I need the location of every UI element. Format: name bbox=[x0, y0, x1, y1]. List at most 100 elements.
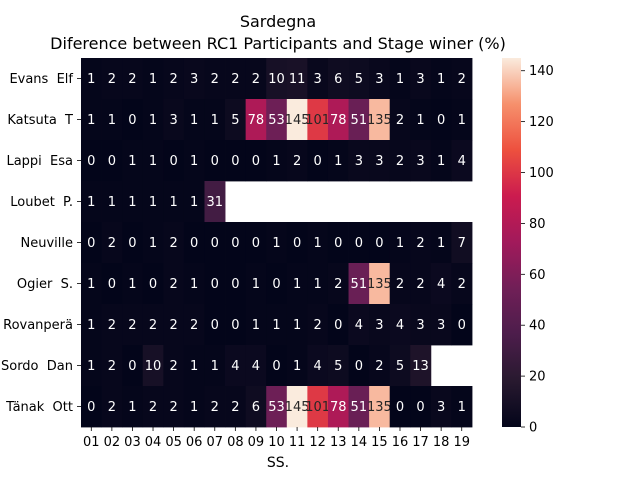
heatmap-cell bbox=[307, 222, 329, 264]
cell-value-label: 135 bbox=[367, 113, 392, 128]
cell-value-label: 1 bbox=[396, 236, 404, 251]
heatmap-cell bbox=[348, 222, 370, 264]
heatmap-cell bbox=[163, 345, 185, 387]
cell-value-label: 1 bbox=[190, 359, 198, 374]
cell-value-label: 1 bbox=[108, 113, 116, 128]
x-tick-label: 19 bbox=[453, 435, 470, 450]
heatmap-cell bbox=[410, 345, 432, 387]
x-axis-label: SS. bbox=[267, 455, 289, 471]
heatmap-cell bbox=[307, 304, 329, 346]
heatmap-cell bbox=[430, 58, 452, 100]
cell-value-label: 1 bbox=[252, 277, 260, 292]
y-tick-label: Ogier S. bbox=[17, 277, 73, 292]
cell-value-label: 53 bbox=[268, 400, 285, 415]
heatmap-cell bbox=[101, 263, 123, 305]
heatmap-cell bbox=[410, 140, 432, 182]
heatmap-cell bbox=[101, 181, 123, 223]
heatmap-cell bbox=[389, 263, 411, 305]
heatmap-cell bbox=[266, 386, 288, 428]
heatmap-cell bbox=[430, 222, 452, 264]
heatmap-cell bbox=[348, 386, 370, 428]
cell-value-label: 10 bbox=[145, 359, 162, 374]
heatmap-cell bbox=[245, 99, 267, 141]
heatmap-cell bbox=[122, 140, 144, 182]
cell-value-label: 1 bbox=[128, 277, 136, 292]
cell-value-label: 0 bbox=[355, 359, 363, 374]
cell-value-label: 1 bbox=[334, 154, 342, 169]
heatmap-cell bbox=[430, 263, 452, 305]
heatmap-cell bbox=[142, 345, 164, 387]
cell-value-label: 1 bbox=[437, 236, 445, 251]
heatmap-cell bbox=[225, 99, 247, 141]
cell-value-label: 2 bbox=[458, 277, 466, 292]
cell-value-label: 1 bbox=[314, 236, 322, 251]
heatmap-cell bbox=[183, 140, 205, 182]
heatmap-cell bbox=[348, 304, 370, 346]
heatmap-cell bbox=[204, 58, 226, 100]
cell-value-label: 2 bbox=[314, 318, 322, 333]
cell-value-label: 0 bbox=[314, 154, 322, 169]
y-tick-label: Sordo Dan bbox=[1, 359, 73, 374]
cell-value-label: 13 bbox=[412, 359, 429, 374]
cell-value-label: 0 bbox=[128, 236, 136, 251]
heatmap-cell bbox=[142, 222, 164, 264]
heatmap-cell bbox=[142, 140, 164, 182]
cell-value-label: 101 bbox=[305, 113, 330, 128]
cell-value-label: 0 bbox=[437, 113, 445, 128]
cell-value-label: 0 bbox=[108, 277, 116, 292]
heatmap-cell bbox=[430, 99, 452, 141]
heatmap-cell bbox=[122, 263, 144, 305]
cell-value-label: 0 bbox=[87, 236, 95, 251]
heatmap-cell bbox=[81, 140, 102, 182]
heatmap-cell bbox=[451, 386, 473, 428]
heatmap-cell bbox=[307, 386, 329, 428]
cell-value-label: 145 bbox=[285, 113, 310, 128]
cell-value-label: 53 bbox=[268, 113, 285, 128]
heatmap-cell bbox=[204, 222, 226, 264]
cell-value-label: 0 bbox=[211, 277, 219, 292]
heatmap-cell bbox=[389, 140, 411, 182]
cell-value-label: 0 bbox=[355, 236, 363, 251]
heatmap-cell bbox=[183, 304, 205, 346]
heatmap-cell bbox=[245, 345, 267, 387]
heatmap-cell bbox=[101, 304, 123, 346]
cell-value-label: 135 bbox=[367, 400, 392, 415]
cell-value-label: 1 bbox=[87, 318, 95, 333]
y-tick-label: Lappi Esa bbox=[6, 154, 73, 169]
heatmap-cell bbox=[183, 263, 205, 305]
heatmap-cell bbox=[327, 58, 349, 100]
cell-value-label: 3 bbox=[437, 400, 445, 415]
cell-value-label: 2 bbox=[458, 72, 466, 87]
heatmap-cell bbox=[451, 99, 473, 141]
heatmap-cell bbox=[348, 58, 370, 100]
cell-value-label: 0 bbox=[396, 400, 404, 415]
cell-value-label: 1 bbox=[252, 318, 260, 333]
heatmap-cell bbox=[307, 58, 329, 100]
colorbar-tick-label: 100 bbox=[529, 166, 554, 181]
heatmap-cell bbox=[430, 304, 452, 346]
heatmap-cell bbox=[369, 140, 391, 182]
colorbar-ticks: 0 20 40 60 80 100 120 140 bbox=[521, 64, 554, 436]
heatmap-cell bbox=[369, 99, 391, 141]
heatmap-cell bbox=[101, 386, 123, 428]
x-tick-label: 11 bbox=[289, 435, 306, 450]
cell-value-label: 78 bbox=[330, 400, 347, 415]
heatmap-cell bbox=[369, 304, 391, 346]
cell-value-label: 1 bbox=[87, 113, 95, 128]
cell-value-label: 1 bbox=[149, 113, 157, 128]
heatmap-cell bbox=[163, 99, 185, 141]
cell-value-label: 1 bbox=[272, 236, 280, 251]
heatmap-cell bbox=[348, 140, 370, 182]
cell-value-label: 2 bbox=[128, 72, 136, 87]
cell-value-label: 1 bbox=[437, 154, 445, 169]
cell-value-label: 0 bbox=[252, 154, 260, 169]
cell-value-label: 11 bbox=[289, 72, 306, 87]
x-tick-label: 02 bbox=[104, 435, 121, 450]
cell-value-label: 0 bbox=[458, 318, 466, 333]
heatmap-cell bbox=[142, 263, 164, 305]
y-tick-label: Rovanperä bbox=[3, 318, 73, 333]
cell-value-label: 0 bbox=[231, 277, 239, 292]
x-tick-label: 07 bbox=[206, 435, 223, 450]
x-tick-label: 05 bbox=[165, 435, 182, 450]
x-axis: 01 02 03 04 05 06 07 08 09 10 11 12 13 14 15 16 17 18 19 bbox=[83, 427, 470, 450]
